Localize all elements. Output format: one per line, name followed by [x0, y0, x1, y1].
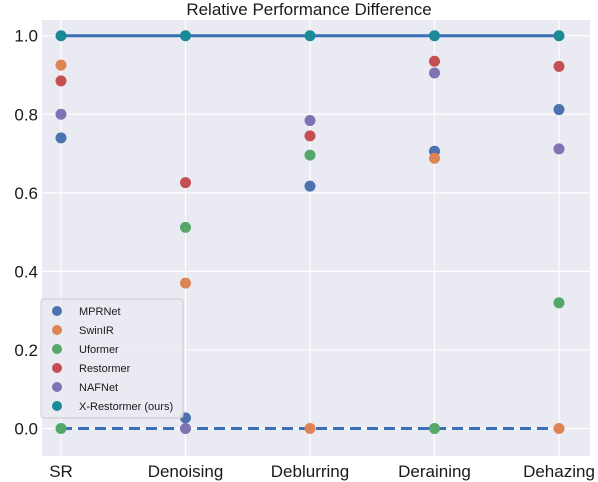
- legend-label-5: X-Restormer (ours): [79, 401, 173, 413]
- x-axis-ticks: SR Denoising Deblurring Deraining Dehazing: [49, 462, 595, 481]
- legend-label-0: MPRNet: [79, 306, 121, 318]
- point-swinir-deblurring: [304, 423, 316, 435]
- y-tick-label-4: 0.8: [14, 105, 38, 124]
- point-swinir-sr: [55, 59, 67, 71]
- y-tick-label-2: 0.4: [14, 262, 38, 281]
- point-restormer-denoising: [180, 177, 191, 189]
- point-mprnet-sr: [55, 132, 67, 144]
- y-tick-label-1: 0.2: [14, 341, 38, 360]
- point-x-restormer-ours-deblurring: [304, 30, 316, 42]
- point-nafnet-denoising: [180, 423, 191, 435]
- point-uformer-sr: [55, 423, 67, 435]
- point-mprnet-deblurring: [304, 180, 316, 192]
- y-axis-ticks: 0.0 0.2 0.4 0.6 0.8 1.0: [14, 27, 38, 439]
- point-restormer-dehazing: [553, 60, 565, 72]
- point-uformer-deraining: [429, 423, 440, 435]
- point-uformer-denoising: [180, 221, 191, 233]
- legend: MPRNet SwinIR Uformer Restormer NAFNet X-Rest…: [40, 298, 184, 419]
- legend-marker-3: [52, 363, 62, 373]
- y-tick-label-5: 1.0: [14, 27, 38, 46]
- point-uformer-deblurring: [304, 149, 316, 161]
- legend-label-2: Uformer: [79, 344, 119, 356]
- point-uformer-dehazing: [553, 297, 565, 309]
- x-tick-label-denoising: Denoising: [148, 462, 224, 481]
- legend-marker-5: [52, 401, 62, 411]
- point-x-restormer-ours-dehazing: [553, 30, 565, 42]
- legend-label-4: NAFNet: [79, 382, 118, 394]
- y-tick-label-0: 0.0: [14, 420, 38, 439]
- point-x-restormer-ours-deraining: [429, 30, 440, 42]
- legend-marker-2: [52, 344, 62, 354]
- point-swinir-dehazing: [553, 423, 565, 435]
- point-swinir-deraining: [429, 152, 440, 164]
- point-restormer-sr: [55, 75, 67, 87]
- point-restormer-deblurring: [304, 130, 316, 142]
- point-swinir-denoising: [180, 277, 191, 289]
- chart-title: Relative Performance Difference: [186, 0, 431, 19]
- grid: [42, 20, 590, 456]
- point-nafnet-dehazing: [553, 143, 565, 155]
- x-tick-label-deblurring: Deblurring: [271, 462, 349, 481]
- legend-label-1: SwinIR: [79, 325, 114, 337]
- point-nafnet-deraining: [429, 67, 440, 79]
- point-x-restormer-ours-sr: [55, 30, 67, 42]
- x-tick-label-deraining: Deraining: [398, 462, 471, 481]
- x-tick-label-sr: SR: [49, 462, 73, 481]
- point-restormer-deraining: [429, 55, 440, 67]
- legend-marker-0: [52, 306, 62, 316]
- x-tick-label-dehazing: Dehazing: [523, 462, 595, 481]
- legend-frame: [40, 298, 184, 419]
- point-nafnet-deblurring: [304, 115, 316, 127]
- legend-label-3: Restormer: [79, 363, 131, 375]
- point-mprnet-dehazing: [553, 104, 565, 116]
- point-x-restormer-ours-denoising: [180, 30, 191, 42]
- data-points: [55, 30, 565, 435]
- legend-marker-1: [52, 325, 62, 335]
- point-nafnet-sr: [55, 108, 67, 120]
- y-tick-label-3: 0.6: [14, 184, 38, 203]
- legend-marker-4: [52, 382, 62, 392]
